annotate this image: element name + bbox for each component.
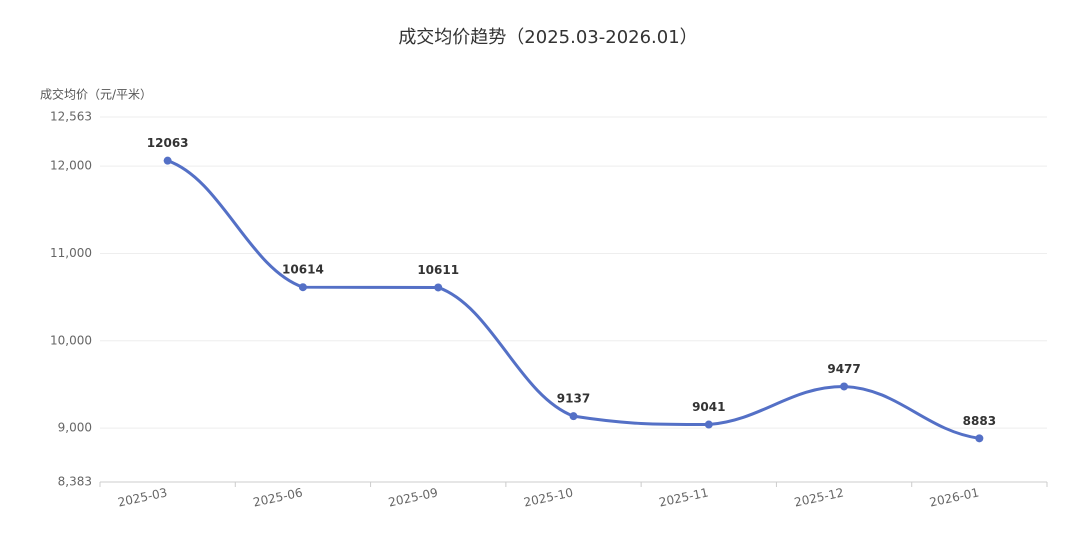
y-tick-label: 12,000: [50, 159, 92, 173]
x-tick-label: 2025-12: [793, 485, 845, 509]
x-tick-label: 2025-06: [252, 485, 304, 509]
y-tick-label: 9,000: [58, 421, 92, 435]
y-tick-label: 11,000: [50, 246, 92, 260]
point: [569, 412, 578, 421]
data-label: 9137: [557, 392, 590, 406]
data-label: 10611: [417, 263, 459, 277]
data-label: 10614: [282, 263, 324, 277]
data-label: 9477: [827, 362, 860, 376]
x-tick-label: 2025-11: [658, 485, 710, 509]
y-tick-label: 10,000: [50, 333, 92, 347]
x-tick-label: 2025-10: [522, 485, 574, 509]
x-tick-label: 2026-01: [928, 485, 980, 509]
data-label: 9041: [692, 400, 725, 414]
chart-title: 成交均价趋势（2025.03-2026.01）: [398, 27, 697, 48]
x-tick-label: 2025-09: [387, 485, 439, 509]
point: [163, 156, 172, 165]
point: [434, 283, 443, 292]
point: [298, 283, 307, 292]
point: [840, 382, 849, 391]
x-tick-label: 2025-03: [117, 485, 169, 509]
y-tick-label: 8,383: [58, 475, 92, 489]
data-label: 8883: [963, 414, 996, 428]
point: [704, 420, 713, 429]
data-label: 12063: [147, 136, 189, 150]
y-tick-label: 12,563: [50, 110, 92, 124]
y-axis-label: 成交均价（元/平米）: [40, 87, 152, 102]
point: [975, 434, 984, 443]
